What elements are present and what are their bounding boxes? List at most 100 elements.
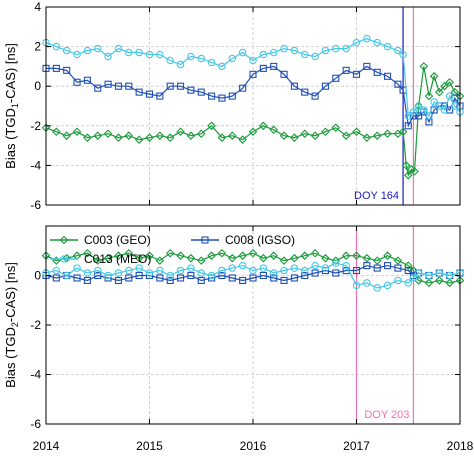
data-point-geo [176, 127, 185, 137]
data-point-igso [404, 122, 412, 130]
data-point-geo [259, 253, 268, 263]
data-point-igso [63, 66, 71, 74]
data-point-meo [311, 52, 319, 61]
data-point-meo [383, 42, 392, 51]
data-point-meo [94, 266, 102, 275]
legend: C003 (GEO) C008 (IGSO) C013 (MEO) [50, 233, 295, 266]
data-point-igso [83, 76, 91, 84]
data-point-geo [196, 129, 206, 138]
data-point-geo [248, 248, 258, 258]
data-point-igso [280, 70, 288, 78]
data-point-geo [435, 276, 444, 285]
data-point-geo [435, 87, 444, 97]
data-point-meo [321, 264, 330, 272]
data-point-meo [409, 108, 418, 116]
data-point-geo [134, 253, 144, 263]
data-point-meo [321, 46, 330, 55]
data-point-geo [217, 133, 227, 142]
data-point-geo [352, 127, 361, 137]
series-line-meo [45, 262, 461, 289]
data-point-geo [440, 81, 449, 91]
data-point-meo [425, 112, 433, 120]
data-point-geo [238, 135, 247, 144]
series-igso [42, 62, 464, 130]
data-point-geo [217, 248, 227, 258]
data-point-geo [372, 131, 382, 140]
data-point-geo [424, 278, 434, 288]
data-point-meo [207, 271, 216, 280]
data-point-meo [197, 269, 206, 277]
data-point-meo [62, 46, 71, 55]
data-point-igso [301, 88, 309, 96]
data-point-igso [83, 276, 91, 285]
data-point-geo [93, 256, 103, 265]
data-point-geo [352, 251, 361, 260]
data-point-meo [404, 112, 412, 120]
x-tick-label: 2014 [33, 439, 60, 453]
data-point-geo [300, 251, 310, 260]
data-point-geo [83, 248, 92, 258]
data-point-geo [269, 125, 278, 135]
data-point-meo [311, 261, 319, 270]
data-point-meo [238, 261, 247, 270]
data-point-igso [290, 274, 298, 282]
y-tick-label: 4 [34, 0, 41, 14]
series-meo [42, 259, 464, 292]
data-point-geo [450, 87, 460, 97]
data-point-igso [197, 276, 205, 285]
data-point-meo [451, 102, 459, 110]
data-point-igso [301, 271, 309, 280]
data-point-igso [94, 271, 102, 280]
x-tick-label: 2018 [447, 439, 474, 453]
data-point-geo [145, 251, 154, 260]
data-point-geo [398, 127, 408, 137]
data-point-igso [239, 276, 247, 285]
data-point-igso [156, 274, 164, 282]
data-point-meo [166, 56, 174, 65]
data-point-igso [259, 64, 267, 72]
data-point-igso [342, 66, 350, 74]
data-point-igso [352, 70, 361, 78]
data-point-geo [134, 135, 144, 144]
data-point-geo [341, 131, 351, 140]
data-point-meo [104, 52, 112, 61]
data-point-meo [269, 48, 278, 57]
data-point-meo [125, 266, 133, 275]
data-point-meo [332, 44, 340, 53]
data-point-meo [414, 269, 423, 277]
data-point-geo [310, 248, 320, 258]
data-point-igso [383, 262, 392, 270]
data-point-igso [332, 269, 340, 277]
data-point-meo [145, 269, 154, 277]
data-point-geo [383, 129, 392, 138]
data-point-meo [156, 266, 164, 275]
data-point-igso [383, 72, 392, 80]
data-point-igso [145, 90, 154, 98]
data-point-geo [93, 131, 103, 140]
data-point-geo [362, 253, 372, 263]
data-point-meo [218, 62, 226, 71]
data-point-meo [435, 102, 444, 110]
data-point-meo [332, 259, 340, 267]
x-tick-label: 2016 [240, 439, 267, 453]
data-point-meo [83, 269, 92, 277]
y-tick-label: 0 [34, 79, 41, 93]
y-tick-label: 2 [34, 40, 41, 54]
data-point-meo [425, 271, 433, 280]
bottom-panel: -6 -4 -2 0 2014 2015 2016 2017 2018 Bias (TGD2-CA… [3, 225, 474, 453]
data-point-geo [62, 131, 71, 140]
data-point-meo [373, 284, 381, 292]
data-point-geo [403, 261, 413, 270]
series-meo [42, 34, 464, 120]
data-point-igso [104, 80, 112, 88]
data-point-meo [249, 266, 257, 275]
data-point-geo [196, 256, 206, 265]
data-point-meo [114, 44, 123, 53]
data-point-igso [125, 82, 133, 90]
data-point-meo [290, 46, 299, 55]
data-point-geo [429, 72, 439, 81]
data-point-igso [415, 112, 423, 120]
data-point-meo [373, 38, 381, 47]
data-point-igso [125, 274, 133, 282]
data-point-geo [114, 251, 123, 260]
